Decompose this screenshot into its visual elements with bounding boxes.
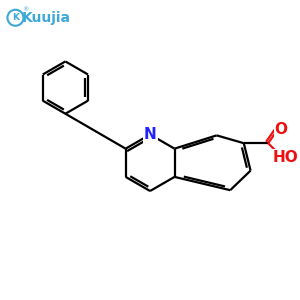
Text: HO: HO xyxy=(272,150,298,165)
Text: Kuujia: Kuujia xyxy=(22,11,71,25)
Text: N: N xyxy=(144,127,157,142)
Text: ®: ® xyxy=(22,7,28,12)
Text: K: K xyxy=(12,13,19,22)
Text: O: O xyxy=(274,122,287,137)
